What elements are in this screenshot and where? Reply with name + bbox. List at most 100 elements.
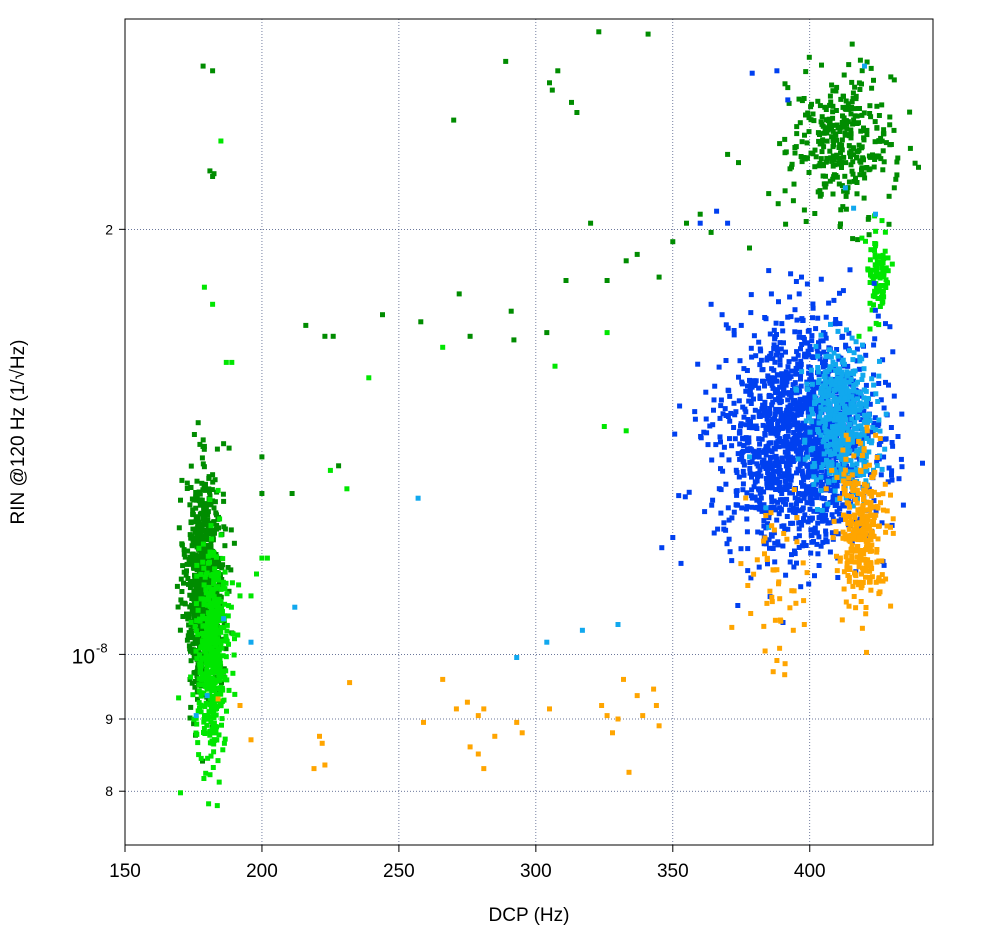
data-point xyxy=(850,171,856,177)
data-point xyxy=(819,397,824,403)
data-point xyxy=(752,407,758,413)
data-point xyxy=(883,436,889,442)
data-point xyxy=(248,639,254,645)
data-point xyxy=(847,422,852,427)
data-point xyxy=(224,708,229,714)
data-point xyxy=(737,456,743,462)
data-point xyxy=(200,487,206,493)
data-point xyxy=(855,481,861,487)
data-point xyxy=(745,417,751,422)
data-point xyxy=(868,65,874,71)
data-point xyxy=(804,428,809,434)
data-point xyxy=(859,68,865,74)
data-point xyxy=(912,160,918,166)
data-point xyxy=(819,495,825,501)
data-point xyxy=(481,766,487,772)
data-point xyxy=(204,537,210,542)
data-point xyxy=(756,410,762,415)
data-point xyxy=(851,527,857,533)
data-point xyxy=(709,502,715,508)
data-point xyxy=(846,443,851,449)
data-point xyxy=(197,669,203,675)
data-point xyxy=(754,557,760,563)
data-point xyxy=(823,314,829,320)
data-point xyxy=(831,387,837,393)
data-point xyxy=(777,357,783,363)
data-point xyxy=(208,719,214,725)
data-point xyxy=(178,597,184,603)
data-point xyxy=(811,489,816,495)
data-point xyxy=(883,140,889,146)
data-point xyxy=(861,481,867,487)
data-point xyxy=(787,294,793,300)
data-point xyxy=(322,333,328,339)
data-point xyxy=(846,179,852,185)
data-point xyxy=(185,548,191,554)
data-point xyxy=(850,145,856,151)
data-point xyxy=(815,520,821,526)
data-point xyxy=(871,382,877,388)
data-point xyxy=(808,117,814,123)
data-point xyxy=(212,680,218,686)
data-point xyxy=(840,447,846,453)
data-point xyxy=(838,517,844,523)
data-point xyxy=(881,127,887,133)
data-point xyxy=(811,461,817,466)
data-point xyxy=(672,431,678,437)
data-point xyxy=(828,354,834,360)
data-point xyxy=(786,409,792,415)
data-point xyxy=(830,191,836,197)
data-point xyxy=(791,356,797,362)
data-point xyxy=(850,357,856,363)
data-point xyxy=(844,121,850,127)
data-point xyxy=(873,273,879,279)
data-point xyxy=(187,604,193,610)
data-point xyxy=(198,667,203,673)
data-point xyxy=(767,455,773,460)
data-point xyxy=(766,440,772,446)
data-point xyxy=(220,562,226,568)
data-point xyxy=(201,505,207,511)
data-point xyxy=(873,508,879,514)
data-point xyxy=(769,449,775,455)
data-point xyxy=(475,713,481,719)
data-point xyxy=(834,174,840,180)
data-point xyxy=(775,422,781,427)
data-point xyxy=(861,419,867,425)
data-point xyxy=(744,516,750,522)
data-point xyxy=(189,680,195,686)
data-point xyxy=(788,443,794,448)
data-point xyxy=(768,479,774,484)
data-point xyxy=(219,577,225,582)
data-point xyxy=(889,477,895,483)
data-point xyxy=(748,575,754,581)
data-point xyxy=(765,561,770,567)
data-point xyxy=(857,440,863,446)
data-point xyxy=(835,575,841,580)
data-point xyxy=(761,378,767,384)
data-point xyxy=(193,601,199,607)
data-point xyxy=(811,527,817,533)
data-point xyxy=(839,120,845,125)
data-point xyxy=(837,290,842,296)
data-point xyxy=(215,758,221,764)
data-point xyxy=(230,631,236,637)
data-point xyxy=(741,414,747,420)
data-point xyxy=(188,627,194,633)
data-point xyxy=(670,239,676,245)
data-point xyxy=(194,656,200,662)
data-point xyxy=(849,41,855,47)
data-point xyxy=(850,121,856,127)
data-point xyxy=(211,741,217,747)
data-point xyxy=(745,383,750,389)
data-point xyxy=(848,522,854,527)
data-point xyxy=(817,356,823,362)
data-point xyxy=(766,524,772,530)
data-point xyxy=(205,686,211,692)
data-point xyxy=(769,465,775,471)
data-point xyxy=(813,454,819,460)
data-point xyxy=(200,461,206,467)
data-point xyxy=(201,464,207,470)
data-point xyxy=(746,447,751,453)
data-point xyxy=(226,641,231,647)
